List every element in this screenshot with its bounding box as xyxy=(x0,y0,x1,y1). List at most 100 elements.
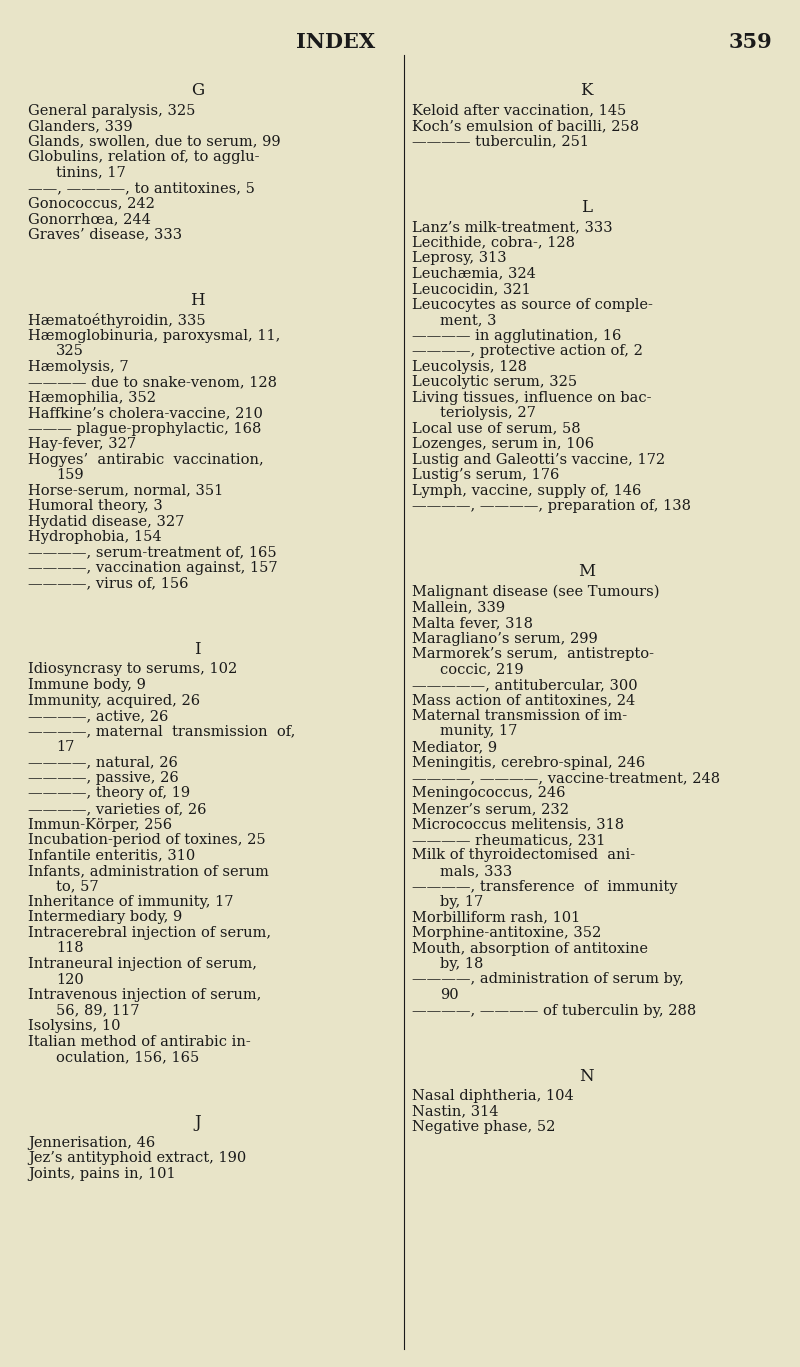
Text: 118: 118 xyxy=(56,942,84,956)
Text: Globulins, relation of, to agglu-: Globulins, relation of, to agglu- xyxy=(28,150,259,164)
Text: Nastin, 314: Nastin, 314 xyxy=(412,1105,498,1118)
Text: Lanz’s milk-treatment, 333: Lanz’s milk-treatment, 333 xyxy=(412,220,613,234)
Text: Living tissues, influence on bac-: Living tissues, influence on bac- xyxy=(412,391,651,405)
Text: 90: 90 xyxy=(440,988,458,1002)
Text: Incubation-period of toxines, 25: Incubation-period of toxines, 25 xyxy=(28,833,266,848)
Text: Milk of thyroidectomised  ani-: Milk of thyroidectomised ani- xyxy=(412,849,635,863)
Text: ment, 3: ment, 3 xyxy=(440,313,497,327)
Text: Hay-fever, 327: Hay-fever, 327 xyxy=(28,437,136,451)
Text: Hæmolysis, 7: Hæmolysis, 7 xyxy=(28,360,129,373)
Text: oculation, 156, 165: oculation, 156, 165 xyxy=(56,1050,199,1064)
Text: Menzer’s serum, 232: Menzer’s serum, 232 xyxy=(412,802,569,816)
Text: —————, antitubercular, 300: —————, antitubercular, 300 xyxy=(412,678,638,692)
Text: Local use of serum, 58: Local use of serum, 58 xyxy=(412,422,581,436)
Text: Gonorrhœa, 244: Gonorrhœa, 244 xyxy=(28,212,151,226)
Text: Isolysins, 10: Isolysins, 10 xyxy=(28,1018,121,1033)
Text: M: M xyxy=(578,563,595,581)
Text: Intracerebral injection of serum,: Intracerebral injection of serum, xyxy=(28,925,271,940)
Text: teriolysis, 27: teriolysis, 27 xyxy=(440,406,536,420)
Text: G: G xyxy=(190,82,204,98)
Text: ———— in agglutination, 16: ———— in agglutination, 16 xyxy=(412,328,622,343)
Text: Hydatid disease, 327: Hydatid disease, 327 xyxy=(28,515,184,529)
Text: Inheritance of immunity, 17: Inheritance of immunity, 17 xyxy=(28,895,234,909)
Text: Intravenous injection of serum,: Intravenous injection of serum, xyxy=(28,988,262,1002)
Text: Italian method of antirabic in-: Italian method of antirabic in- xyxy=(28,1035,250,1048)
Text: Leuchæmia, 324: Leuchæmia, 324 xyxy=(412,267,536,280)
Text: Joints, pains in, 101: Joints, pains in, 101 xyxy=(28,1167,176,1181)
Text: ————, transference  of  immunity: ————, transference of immunity xyxy=(412,879,678,894)
Text: Morbilliform rash, 101: Morbilliform rash, 101 xyxy=(412,910,580,924)
Text: Keloid after vaccination, 145: Keloid after vaccination, 145 xyxy=(412,104,626,118)
Text: ————, varieties of, 26: ————, varieties of, 26 xyxy=(28,802,206,816)
Text: coccic, 219: coccic, 219 xyxy=(440,663,524,677)
Text: Horse-serum, normal, 351: Horse-serum, normal, 351 xyxy=(28,484,223,498)
Text: Micrococcus melitensis, 318: Micrococcus melitensis, 318 xyxy=(412,817,624,831)
Text: Maternal transmission of im-: Maternal transmission of im- xyxy=(412,709,627,723)
Text: L: L xyxy=(581,198,592,216)
Text: Hæmoglobinuria, paroxysmal, 11,: Hæmoglobinuria, paroxysmal, 11, xyxy=(28,328,280,343)
Text: ————, passive, 26: ————, passive, 26 xyxy=(28,771,178,785)
Text: 120: 120 xyxy=(56,972,84,987)
Text: ————, serum-treatment of, 165: ————, serum-treatment of, 165 xyxy=(28,545,277,559)
Text: General paralysis, 325: General paralysis, 325 xyxy=(28,104,195,118)
Text: Immunity, acquired, 26: Immunity, acquired, 26 xyxy=(28,693,200,708)
Text: ————, theory of, 19: ————, theory of, 19 xyxy=(28,786,190,801)
Text: Hæmophilia, 352: Hæmophilia, 352 xyxy=(28,391,156,405)
Text: ————, vaccination against, 157: ————, vaccination against, 157 xyxy=(28,562,278,576)
Text: Maragliano’s serum, 299: Maragliano’s serum, 299 xyxy=(412,632,598,645)
Text: Leucolytic serum, 325: Leucolytic serum, 325 xyxy=(412,376,577,390)
Text: 17: 17 xyxy=(56,740,74,755)
Text: Intraneural injection of serum,: Intraneural injection of serum, xyxy=(28,957,257,971)
Text: I: I xyxy=(194,641,201,658)
Text: mals, 333: mals, 333 xyxy=(440,864,512,878)
Text: Jennerisation, 46: Jennerisation, 46 xyxy=(28,1136,155,1150)
Text: Idiosyncrasy to serums, 102: Idiosyncrasy to serums, 102 xyxy=(28,663,238,677)
Text: Negative phase, 52: Negative phase, 52 xyxy=(412,1120,555,1135)
Text: Leucolysis, 128: Leucolysis, 128 xyxy=(412,360,527,373)
Text: Mouth, absorption of antitoxine: Mouth, absorption of antitoxine xyxy=(412,942,648,956)
Text: Meningitis, cerebro-spinal, 246: Meningitis, cerebro-spinal, 246 xyxy=(412,756,646,770)
Text: ———— rheumaticus, 231: ———— rheumaticus, 231 xyxy=(412,833,606,848)
Text: Gonococcus, 242: Gonococcus, 242 xyxy=(28,197,155,211)
Text: Lymph, vaccine, supply of, 146: Lymph, vaccine, supply of, 146 xyxy=(412,484,642,498)
Text: Mediator, 9: Mediator, 9 xyxy=(412,740,497,755)
Text: Leprosy, 313: Leprosy, 313 xyxy=(412,252,506,265)
Text: H: H xyxy=(190,291,205,309)
Text: Lecithide, cobra-, 128: Lecithide, cobra-, 128 xyxy=(412,235,575,250)
Text: Infantile enteritis, 310: Infantile enteritis, 310 xyxy=(28,849,195,863)
Text: Hydrophobia, 154: Hydrophobia, 154 xyxy=(28,530,162,544)
Text: Lozenges, serum in, 106: Lozenges, serum in, 106 xyxy=(412,437,594,451)
Text: 325: 325 xyxy=(56,344,84,358)
Text: ————, maternal  transmission  of,: ————, maternal transmission of, xyxy=(28,725,295,738)
Text: by, 17: by, 17 xyxy=(440,895,483,909)
Text: Haffkine’s cholera-vaccine, 210: Haffkine’s cholera-vaccine, 210 xyxy=(28,406,263,420)
Text: Mass action of antitoxines, 24: Mass action of antitoxines, 24 xyxy=(412,693,635,708)
Text: Malta fever, 318: Malta fever, 318 xyxy=(412,617,533,630)
Text: Humoral theory, 3: Humoral theory, 3 xyxy=(28,499,162,513)
Text: Nasal diphtheria, 104: Nasal diphtheria, 104 xyxy=(412,1089,574,1103)
Text: by, 18: by, 18 xyxy=(440,957,483,971)
Text: N: N xyxy=(579,1068,594,1085)
Text: ————, ————, vaccine-treatment, 248: ————, ————, vaccine-treatment, 248 xyxy=(412,771,720,785)
Text: Hogyes’  antirabic  vaccination,: Hogyes’ antirabic vaccination, xyxy=(28,452,264,466)
Text: ————, administration of serum by,: ————, administration of serum by, xyxy=(412,972,684,987)
Text: ————, natural, 26: ————, natural, 26 xyxy=(28,756,178,770)
Text: Lustig’s serum, 176: Lustig’s serum, 176 xyxy=(412,469,559,483)
Text: ————, ————, preparation of, 138: ————, ————, preparation of, 138 xyxy=(412,499,691,513)
Text: Leucocidin, 321: Leucocidin, 321 xyxy=(412,282,530,297)
Text: Jez’s antityphoid extract, 190: Jez’s antityphoid extract, 190 xyxy=(28,1151,246,1165)
Text: Glanders, 339: Glanders, 339 xyxy=(28,119,133,133)
Text: 159: 159 xyxy=(56,469,84,483)
Text: ————, protective action of, 2: ————, protective action of, 2 xyxy=(412,344,643,358)
Text: Marmorek’s serum,  antistrepto-: Marmorek’s serum, antistrepto- xyxy=(412,647,654,662)
Text: INDEX: INDEX xyxy=(296,31,376,52)
Text: K: K xyxy=(580,82,593,98)
Text: to, 57: to, 57 xyxy=(56,879,98,894)
Text: ——— plague-prophylactic, 168: ——— plague-prophylactic, 168 xyxy=(28,422,262,436)
Text: Glands, swollen, due to serum, 99: Glands, swollen, due to serum, 99 xyxy=(28,134,281,149)
Text: tinins, 17: tinins, 17 xyxy=(56,165,126,179)
Text: Malignant disease (see Tumours): Malignant disease (see Tumours) xyxy=(412,585,659,599)
Text: ———— tuberculin, 251: ———— tuberculin, 251 xyxy=(412,134,589,149)
Text: Koch’s emulsion of bacilli, 258: Koch’s emulsion of bacilli, 258 xyxy=(412,119,639,133)
Text: munity, 17: munity, 17 xyxy=(440,725,518,738)
